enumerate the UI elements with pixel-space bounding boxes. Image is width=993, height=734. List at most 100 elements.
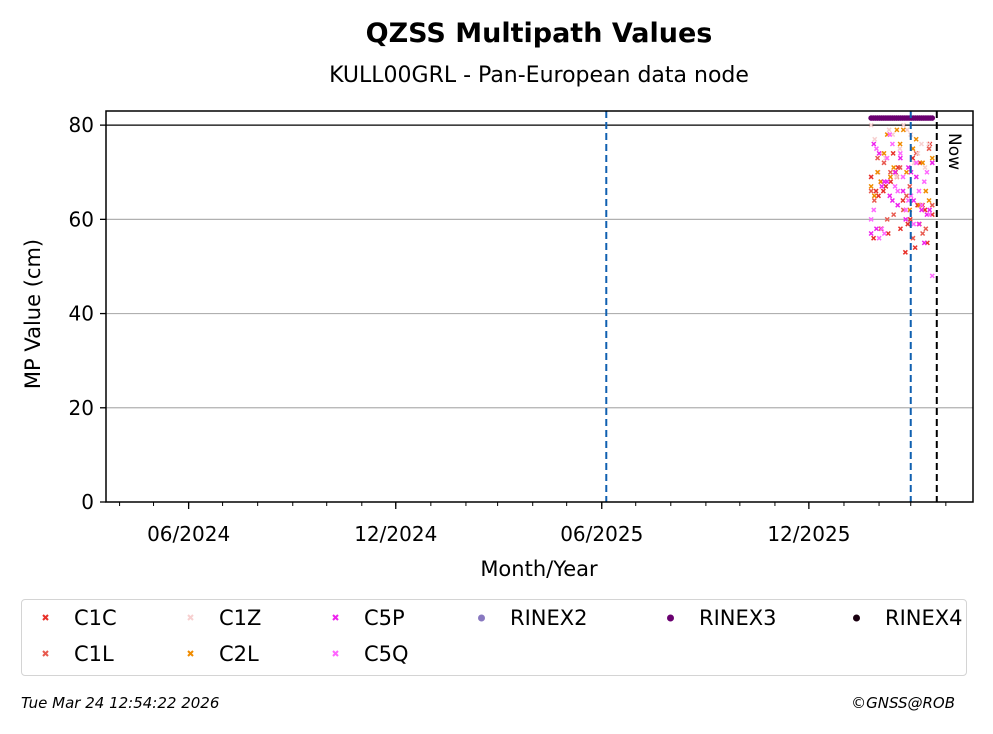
data-point-c2l [868, 183, 874, 189]
data-point-c2l [881, 150, 887, 156]
chart-title: QZSS Multipath Values [366, 18, 713, 49]
data-point-c1z [886, 127, 892, 133]
legend-label: C1Z [219, 606, 262, 630]
data-point-c2l [913, 136, 919, 142]
data-point-c5p [876, 150, 882, 156]
data-point-c1l [929, 202, 935, 208]
data-point-c1c [907, 216, 913, 222]
data-point-c1c [873, 188, 879, 194]
data-point-c1z [900, 122, 907, 128]
y-axis-label: MP Value (cm) [21, 239, 45, 389]
data-point-c5q [903, 207, 909, 213]
data-point-c5q [873, 146, 879, 152]
data-point-c5p [913, 174, 919, 180]
legend-label: C5Q [364, 642, 409, 666]
footer-credit: ©GNSS@ROB [851, 694, 955, 712]
data-point-c5p [879, 183, 885, 189]
data-point-rinex3 [891, 115, 898, 121]
data-point-c1c [897, 226, 904, 232]
grid-lines [106, 124, 973, 409]
data-point-c1z [904, 127, 910, 133]
data-point-c5q [921, 179, 927, 185]
data-point-c5q [868, 216, 874, 222]
legend-label: RINEX4 [885, 606, 963, 630]
data-point-c5p [919, 207, 925, 213]
data-point-c1l [923, 226, 929, 232]
data-point-c5q [908, 193, 914, 199]
data-point-c5p [873, 226, 879, 232]
legend-marker [187, 614, 194, 621]
data-point-c1c [875, 193, 881, 199]
data-point-rinex3 [872, 115, 879, 121]
legend-marker [42, 614, 49, 621]
legend-label: RINEX2 [510, 606, 588, 630]
data-point-c5q [905, 197, 911, 204]
data-point-c5p [881, 179, 887, 185]
data-point-c5p [900, 188, 906, 194]
data-point-c1z [922, 164, 928, 171]
data-point-c1l [907, 183, 913, 189]
x-tick-label: 06/2025 [560, 522, 643, 546]
data-point-c5q [919, 202, 925, 208]
data-point-c5p [871, 141, 877, 147]
data-point-c1z [872, 136, 878, 142]
y-tick-label: 60 [69, 207, 94, 231]
legend-marker [853, 614, 860, 622]
y-tick-label: 40 [69, 302, 94, 326]
legend-label: C2L [219, 642, 259, 666]
data-point-c2l [897, 141, 903, 147]
data-point-c5q [889, 141, 895, 147]
data-point-c5p [889, 197, 895, 204]
x-tick-label: 12/2024 [354, 522, 437, 546]
data-point-c1z [882, 155, 889, 161]
y-tick-label: 0 [81, 490, 94, 514]
data-point-c1z [926, 141, 932, 147]
data-point-c2l [920, 160, 926, 166]
data-points [868, 115, 936, 279]
data-point-c5q [916, 188, 922, 194]
data-point-c1z [915, 150, 921, 156]
data-point-c1z [893, 174, 899, 180]
data-point-c5q [887, 132, 893, 138]
data-point-c2l [903, 169, 910, 175]
data-point-c5p [921, 240, 927, 246]
data-point-c5q [871, 207, 877, 213]
data-point-c1z [897, 146, 903, 152]
data-point-c1c [880, 188, 886, 194]
data-point-c2l [887, 174, 893, 180]
data-point-c1l [926, 146, 932, 152]
data-point-c2l [875, 169, 881, 175]
legend: C1C C1L C1Z C2L C5P C5Q RINEX2 RINEX3 RINEX4 [21, 599, 967, 676]
data-point-rinex3 [925, 115, 931, 121]
data-point-c5q [892, 183, 898, 189]
data-point-c5q [911, 221, 917, 227]
data-point-c5q [900, 174, 906, 180]
legend-marker [332, 650, 339, 657]
x-tick-label: 06/2024 [147, 522, 230, 546]
data-point-c5q [897, 150, 903, 156]
data-point-c1c [927, 141, 933, 147]
data-point-c2l [923, 188, 929, 194]
data-point-c1z [868, 122, 874, 128]
multipath-chart: QZSS Multipath Values KULL00GRL - Pan-Eu… [21, 18, 974, 581]
legend-label: RINEX3 [699, 606, 777, 630]
data-point-c1l [920, 230, 926, 237]
axes: 0 20 40 60 80 06/2024 12/2024 06/2025 12/2025 [69, 113, 947, 546]
data-point-rinex3 [883, 115, 889, 121]
data-point-c1c [902, 249, 908, 255]
vertical-markers: Now [605, 111, 964, 502]
plot-frame [105, 110, 974, 503]
chart-subtitle: KULL00GRL - Pan-European data node [329, 63, 749, 88]
data-point-c5q [929, 273, 935, 279]
data-point-c5p [892, 169, 898, 175]
data-point-c5p [903, 216, 909, 222]
data-point-c1c [868, 174, 874, 180]
legend-label: C5P [364, 606, 405, 630]
data-point-c5p [887, 193, 893, 199]
x-axis-label: Month/Year [480, 557, 598, 581]
data-point-c2l [891, 164, 897, 171]
data-point-c5q [924, 169, 930, 175]
data-point-c5q [881, 230, 887, 237]
data-point-c1l [887, 169, 893, 175]
data-point-rinex3 [916, 115, 923, 121]
